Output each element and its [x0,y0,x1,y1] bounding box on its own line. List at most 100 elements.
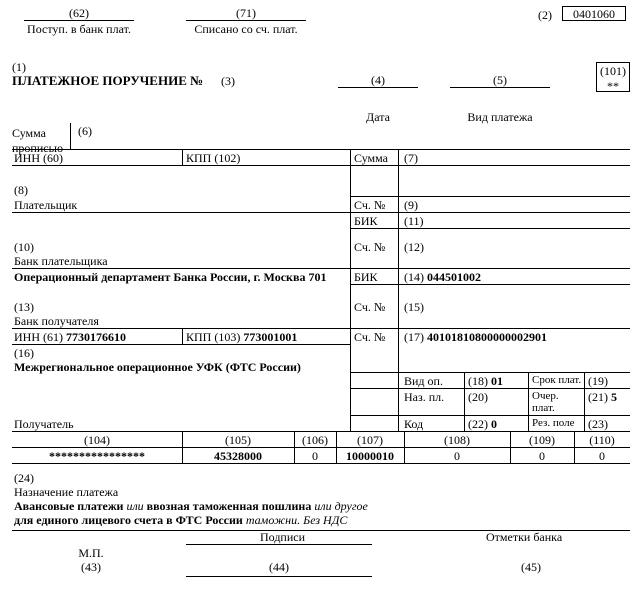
field-22-val: 0 [491,417,497,431]
c108-val: 0 [404,449,510,464]
field-45-num: (45) [486,560,576,575]
field-14: (14) 044501002 [404,270,481,285]
field-8-num: (8) [14,183,28,198]
srokp-label: Срок плат. [532,374,581,386]
schno-17-label: Сч. № [354,330,385,345]
field-20-num: (20) [468,390,488,405]
c109-val: 0 [510,449,574,464]
oper-dept: Операционный департамент Банка России, г… [14,270,334,285]
field-21-val: 5 [611,390,617,404]
field-2-num: (2) [538,8,552,23]
field-6-num: (6) [78,124,92,139]
field-101-val: ** [607,79,619,93]
desc-p1c: ввозная таможенная пошлина [147,499,312,513]
field-43-num: (43) [61,560,121,575]
field-71-num: (71) [186,6,306,21]
c105-val: 45328000 [182,449,294,464]
inn61-label: ИНН (61) [14,330,63,344]
schno-9-label: Сч. № [354,198,385,213]
c108-num: (108) [404,433,510,448]
bik-11-label: БИК [354,214,378,229]
bankrec-label: Банк получателя [14,314,99,329]
field-101-num: (101) [600,64,626,78]
kpp102-label: КПП (102) [186,151,240,166]
field-24-num: (24) [14,471,34,486]
rezpole-label: Рез. поле [532,417,574,429]
c109-num: (109) [510,433,574,448]
inn61-val: 7730176610 [66,330,126,344]
field-44-num: (44) [186,560,372,575]
recipient-label: Получатель [14,417,74,432]
desc-line2: для единого лицевого счета в ФТС России … [14,513,347,528]
field-18-val: 01 [491,374,503,388]
field-62-label: Поступ. в банк плат. [24,22,134,37]
field-19-num: (19) [588,374,608,389]
field-14-num: (14) [404,270,424,284]
c104-num: (104) [12,433,182,448]
desc-line1: Авансовые платежи или ввозная таможенная… [14,499,368,514]
otmetki-label: Отметки банка [486,530,562,545]
field-17: (17) 40101810800000002901 [404,330,547,345]
bik-14-label: БИК [354,270,378,285]
c106-num: (106) [294,433,336,448]
field-5-label: Вид платежа [450,110,550,125]
field-5-num: (5) [450,73,550,88]
kpp103: КПП (103) 773001001 [186,330,297,345]
mezh: Межрегиональное операционное УФК (ФТС Ро… [14,360,334,375]
field-23-num: (23) [588,417,608,432]
field-71-label: Списано со сч. плат. [186,22,306,37]
desc-p1b: или [123,499,146,513]
summa-label: Сумма [354,151,388,166]
field-7-num: (7) [404,151,418,166]
field-21-num: (21) [588,390,608,404]
naznach-label: Назначение платежа [14,485,118,500]
field-18-num: (18) [468,374,488,388]
c107-num: (107) [336,433,404,448]
field-22-num: (22) [468,417,488,431]
field-4-label: Дата [338,110,418,125]
field-13-num: (13) [14,300,34,315]
vidop-label: Вид оп. [404,374,443,389]
desc-p2b: таможни. Без НДС [243,513,348,527]
desc-p1a: Авансовые платежи [14,499,123,513]
kpp103-label: КПП (103) [186,330,240,344]
field-2-val: 0401060 [562,6,626,21]
inn61: ИНН (61) 7730176610 [14,330,126,345]
field-17-num: (17) [404,330,424,344]
field-3-num: (3) [221,74,235,89]
field-14-val: 044501002 [427,270,481,284]
nazpl-label: Наз. пл. [404,390,444,405]
inn60-label: ИНН (60) [14,151,63,166]
desc-p2a: для единого лицевого счета в ФТС России [14,513,243,527]
kod-label: Код [404,417,423,432]
field-101-box: (101) ** [596,62,630,92]
field-16-num: (16) [14,346,34,361]
field-21: (21) 5 [588,390,617,405]
c105-num: (105) [182,433,294,448]
podpisi-label: Подписи [260,530,305,545]
kpp103-val: 773001001 [243,330,297,344]
title: ПЛАТЕЖНОЕ ПОРУЧЕНИЕ № [12,73,203,89]
c107-val: 10000010 [336,449,404,464]
field-10-num: (10) [14,240,34,255]
c110-val: 0 [574,449,630,464]
field-22: (22) 0 [468,417,497,432]
c104-val: **************** [12,449,182,464]
field-15-num: (15) [404,300,424,315]
field-12-num: (12) [404,240,424,255]
field-11-num: (11) [404,214,424,229]
bankpayer-label: Банк плательщика [14,254,108,269]
field-17-val: 40101810800000002901 [427,330,547,344]
payer-label: Плательщик [14,198,77,213]
field-62-num: (62) [24,6,134,21]
field-18: (18) 01 [468,374,503,389]
desc-p1d: или другое [311,499,367,513]
field-4-num: (4) [338,73,418,88]
schno-15-label: Сч. № [354,300,385,315]
ocher-label: Очер. плат. [532,390,582,414]
mp-label: М.П. [61,546,121,561]
c110-num: (110) [574,433,630,448]
schno-12-label: Сч. № [354,240,385,255]
c106-val: 0 [294,449,336,464]
field-9-num: (9) [404,198,418,213]
